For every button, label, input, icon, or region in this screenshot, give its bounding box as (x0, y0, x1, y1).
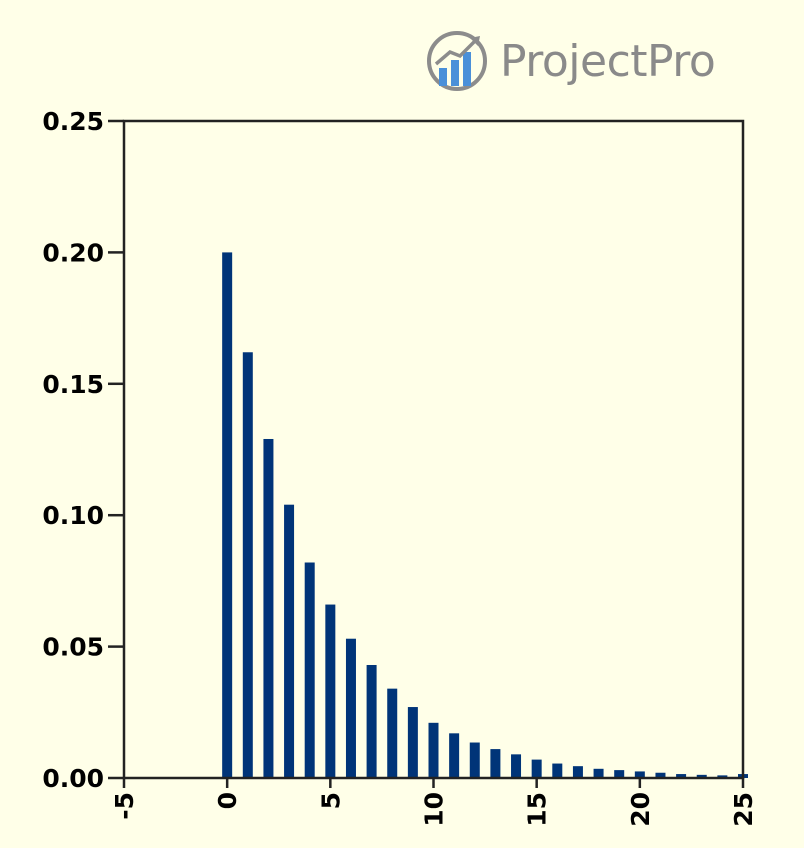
logo: ProjectPro (426, 30, 716, 92)
bar (304, 562, 315, 778)
bar (552, 763, 563, 778)
x-tick-label: 25 (729, 792, 758, 827)
bar-chart-growth-icon (427, 31, 487, 91)
bar (572, 766, 583, 778)
bar (531, 759, 542, 778)
x-tick-label: 10 (420, 792, 449, 827)
bar (655, 772, 666, 778)
y-tick-label: 0.25 (42, 107, 104, 136)
bar (387, 688, 398, 778)
x-tick-label: -5 (110, 792, 139, 820)
bar (469, 742, 480, 778)
bar (284, 504, 295, 778)
bar (676, 774, 687, 778)
x-tick-label: 15 (523, 792, 552, 827)
bar (634, 771, 645, 778)
bar (614, 770, 625, 778)
logo-text: ProjectPro (500, 35, 716, 87)
bar (696, 774, 707, 778)
x-tick-label: 5 (316, 792, 345, 809)
x-axis: -5 0 5 10 15 20 25 (110, 778, 758, 827)
bar (407, 707, 418, 778)
bars-group (222, 252, 748, 778)
bar (345, 638, 356, 778)
bar (366, 664, 377, 778)
bar (325, 604, 336, 778)
bar (428, 722, 439, 778)
bar (242, 352, 253, 778)
y-axis: 0.00 0.05 0.10 0.15 0.20 0.25 (42, 107, 124, 793)
y-tick-label: 0.00 (42, 764, 104, 793)
y-tick-label: 0.05 (42, 633, 104, 662)
y-tick-label: 0.15 (42, 370, 104, 399)
x-tick-label: 0 (213, 792, 242, 809)
x-tick-label: 20 (626, 792, 655, 827)
bar (511, 754, 522, 778)
y-tick-label: 0.10 (42, 501, 104, 530)
bar (222, 252, 233, 778)
bar (263, 438, 274, 778)
y-tick-label: 0.20 (42, 238, 104, 267)
plot-frame (122, 119, 745, 780)
bar (717, 775, 728, 778)
bar (593, 768, 604, 778)
bar (490, 749, 501, 778)
bar (449, 733, 460, 778)
